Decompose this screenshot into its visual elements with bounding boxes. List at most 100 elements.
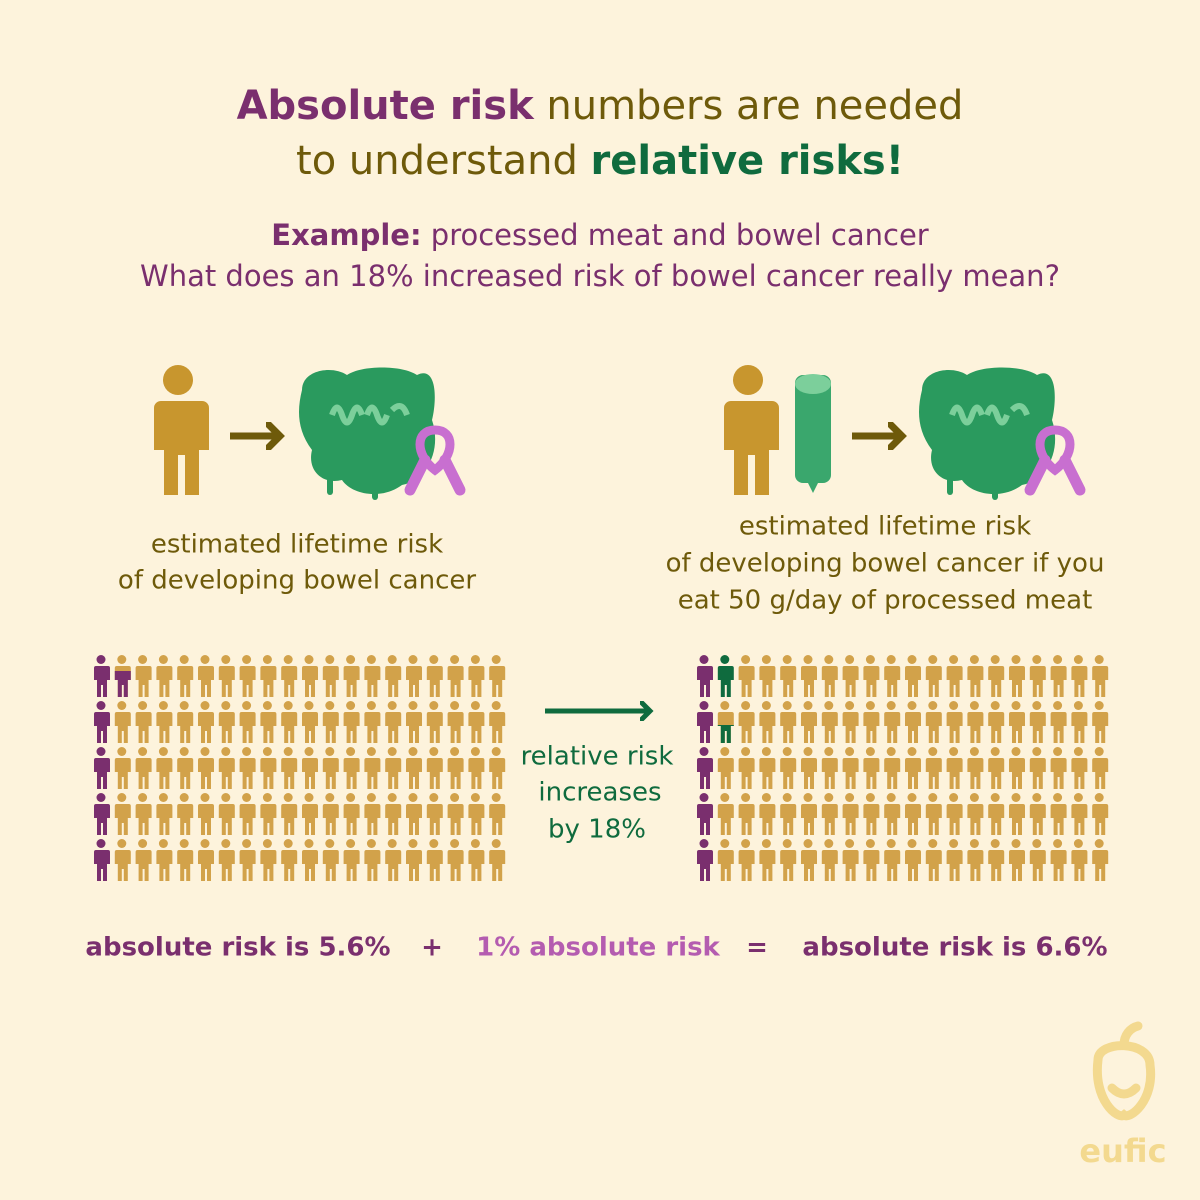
- person: [780, 655, 797, 697]
- person: [1071, 747, 1088, 789]
- person: [925, 793, 942, 835]
- person: [156, 793, 173, 835]
- person: [364, 655, 381, 697]
- person: [1029, 839, 1046, 881]
- person: [156, 839, 173, 881]
- person: [468, 793, 485, 835]
- person: [198, 701, 214, 743]
- person: [114, 793, 131, 835]
- person: [198, 747, 214, 789]
- person: [198, 793, 214, 835]
- person: [239, 793, 256, 835]
- subtitle-label: Example:: [271, 218, 421, 252]
- person: [925, 839, 942, 881]
- person: [967, 747, 984, 789]
- person: [302, 701, 318, 743]
- person: [156, 655, 173, 697]
- person: [946, 747, 963, 789]
- arrow-label: increases: [538, 778, 661, 808]
- person: [1029, 747, 1046, 789]
- person: [218, 655, 235, 697]
- person: [489, 793, 506, 835]
- person: [447, 701, 464, 743]
- person: [114, 839, 131, 881]
- person: [94, 655, 110, 697]
- person: [863, 839, 880, 881]
- person: [135, 655, 152, 697]
- equation-term: absolute risk is 6.6%: [802, 933, 1107, 963]
- person: [801, 701, 817, 743]
- person: [426, 655, 443, 697]
- person: [322, 655, 339, 697]
- person: [1071, 701, 1088, 743]
- person: [738, 839, 755, 881]
- person: [780, 839, 797, 881]
- person: [738, 793, 755, 835]
- person: [842, 793, 859, 835]
- person: [385, 655, 402, 697]
- subtitle-question: What does an 18% increased risk of bowel…: [140, 259, 1060, 293]
- person: [842, 839, 859, 881]
- person: [260, 793, 277, 835]
- person: [343, 701, 360, 743]
- person: [302, 655, 318, 697]
- person: [364, 701, 381, 743]
- arrow-label: by 18%: [548, 815, 646, 845]
- person: [967, 839, 984, 881]
- person: [863, 747, 880, 789]
- person: [177, 701, 194, 743]
- person: [1009, 701, 1025, 743]
- people-grid: [94, 655, 506, 881]
- person: [260, 701, 277, 743]
- person: [426, 793, 443, 835]
- arrow-label: relative risk: [521, 742, 674, 772]
- person: [364, 839, 381, 881]
- person: [343, 839, 360, 881]
- person: [406, 701, 422, 743]
- person: [905, 839, 921, 881]
- person: [759, 701, 776, 743]
- equation-operator: +: [421, 933, 443, 963]
- person: [135, 839, 152, 881]
- left-caption: of developing bowel cancer: [118, 566, 476, 596]
- person: [406, 793, 422, 835]
- person: [988, 747, 1005, 789]
- person: [884, 747, 901, 789]
- person: [239, 701, 256, 743]
- person: [1050, 747, 1067, 789]
- person: [135, 747, 152, 789]
- person: [842, 747, 859, 789]
- person: [364, 793, 381, 835]
- person: [905, 701, 921, 743]
- person: [821, 839, 838, 881]
- person: [884, 701, 901, 743]
- person: [1071, 839, 1088, 881]
- person: [759, 793, 776, 835]
- title-line: to understand relative risks!: [296, 138, 904, 184]
- person: [1009, 655, 1025, 697]
- person: [260, 655, 277, 697]
- title-text: numbers are needed: [534, 83, 964, 129]
- person: [967, 655, 984, 697]
- person: [780, 747, 797, 789]
- person: [177, 655, 194, 697]
- person: [801, 793, 817, 835]
- equation-operator: =: [746, 933, 768, 963]
- person: [884, 839, 901, 881]
- person: [94, 747, 110, 789]
- person: [821, 793, 838, 835]
- equation-term: 1% absolute risk: [476, 933, 720, 963]
- person: [946, 655, 963, 697]
- person: [177, 747, 194, 789]
- person: [1009, 747, 1025, 789]
- person: [406, 839, 422, 881]
- person: [759, 747, 776, 789]
- person: [905, 655, 921, 697]
- person: [1071, 793, 1088, 835]
- person: [821, 701, 838, 743]
- person: [489, 839, 506, 881]
- person: [114, 701, 131, 743]
- person: [489, 701, 506, 743]
- person: [717, 747, 734, 789]
- person: [281, 655, 298, 697]
